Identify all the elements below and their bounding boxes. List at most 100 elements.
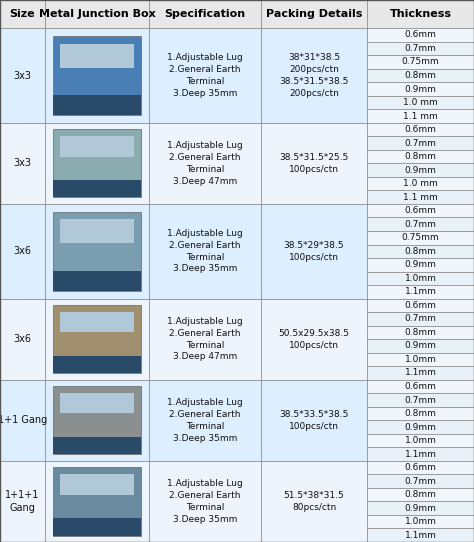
Bar: [54, 356, 141, 373]
Text: 3x6: 3x6: [14, 334, 31, 344]
Bar: [367, 177, 474, 190]
Text: Packing Details: Packing Details: [266, 9, 362, 19]
Bar: [60, 136, 134, 157]
Text: 0.8mm: 0.8mm: [405, 71, 437, 80]
Text: 50.5x29.5x38.5
100pcs/ctn: 50.5x29.5x38.5 100pcs/ctn: [279, 329, 349, 350]
Text: 0.8mm: 0.8mm: [405, 409, 437, 418]
Bar: [261, 28, 367, 123]
Bar: [367, 96, 474, 109]
Bar: [149, 0, 261, 28]
Bar: [0, 461, 45, 542]
Bar: [261, 0, 367, 28]
Bar: [367, 299, 474, 312]
Bar: [45, 28, 149, 123]
Text: 3x3: 3x3: [14, 158, 31, 169]
Text: 3x3: 3x3: [14, 70, 31, 81]
Text: 0.6mm: 0.6mm: [405, 30, 437, 40]
Bar: [367, 312, 474, 326]
Text: 1.0mm: 1.0mm: [405, 436, 437, 445]
Text: 0.8mm: 0.8mm: [405, 490, 437, 499]
Bar: [367, 217, 474, 231]
Bar: [60, 474, 134, 495]
Bar: [45, 299, 149, 380]
Bar: [367, 488, 474, 501]
Text: 1+1+1
Gang: 1+1+1 Gang: [5, 490, 40, 513]
Bar: [261, 299, 367, 380]
Bar: [367, 244, 474, 258]
Text: 0.6mm: 0.6mm: [405, 301, 437, 310]
Bar: [45, 380, 149, 461]
Bar: [367, 258, 474, 272]
Bar: [54, 467, 141, 535]
Bar: [367, 204, 474, 217]
Bar: [54, 437, 141, 454]
Bar: [367, 150, 474, 163]
Bar: [54, 130, 141, 197]
Text: Thickness: Thickness: [390, 9, 452, 19]
Bar: [54, 180, 141, 197]
Text: Metal Junction Box: Metal Junction Box: [39, 9, 155, 19]
Text: 0.7mm: 0.7mm: [405, 220, 437, 229]
Text: 1.0mm: 1.0mm: [405, 517, 437, 526]
Text: 0.8mm: 0.8mm: [405, 247, 437, 256]
Text: 51.5*38*31.5
80pcs/ctn: 51.5*38*31.5 80pcs/ctn: [283, 491, 345, 512]
Bar: [261, 123, 367, 204]
Text: 0.8mm: 0.8mm: [405, 152, 437, 161]
Text: 1+1 Gang: 1+1 Gang: [0, 415, 47, 425]
Bar: [367, 461, 474, 474]
Text: 1.Adjustable Lug
2.General Earth
Terminal
3.Deep 47mm: 1.Adjustable Lug 2.General Earth Termina…: [167, 317, 243, 362]
Bar: [367, 190, 474, 204]
Bar: [367, 0, 474, 28]
Text: 1.1mm: 1.1mm: [405, 450, 437, 459]
Text: 0.7mm: 0.7mm: [405, 139, 437, 147]
Bar: [367, 231, 474, 244]
Bar: [60, 44, 134, 68]
Bar: [54, 36, 141, 115]
Text: 1.Adjustable Lug
2.General Earth
Terminal
3.Deep 47mm: 1.Adjustable Lug 2.General Earth Termina…: [167, 141, 243, 185]
Text: Specification: Specification: [164, 9, 246, 19]
Text: 38*31*38.5
200pcs/ctn
38.5*31.5*38.5
200pcs/ctn: 38*31*38.5 200pcs/ctn 38.5*31.5*38.5 200…: [279, 53, 349, 98]
Bar: [367, 163, 474, 177]
Text: 0.8mm: 0.8mm: [405, 328, 437, 337]
Bar: [0, 204, 45, 299]
Bar: [367, 474, 474, 488]
Bar: [367, 69, 474, 82]
Bar: [60, 393, 134, 414]
Text: 0.6mm: 0.6mm: [405, 463, 437, 472]
Bar: [54, 305, 141, 373]
Bar: [60, 312, 134, 332]
Text: 1.0mm: 1.0mm: [405, 274, 437, 283]
Text: 0.9mm: 0.9mm: [405, 260, 437, 269]
Text: 0.7mm: 0.7mm: [405, 476, 437, 486]
Bar: [367, 109, 474, 123]
Bar: [0, 123, 45, 204]
Bar: [45, 0, 149, 28]
Text: 1.Adjustable Lug
2.General Earth
Terminal
3.Deep 35mm: 1.Adjustable Lug 2.General Earth Termina…: [167, 53, 243, 98]
Text: 1.1mm: 1.1mm: [405, 369, 437, 377]
Bar: [60, 220, 134, 243]
Bar: [45, 204, 149, 299]
Bar: [367, 123, 474, 137]
Bar: [45, 461, 149, 542]
Text: 0.9mm: 0.9mm: [405, 504, 437, 513]
Text: 0.9mm: 0.9mm: [405, 166, 437, 175]
Bar: [367, 528, 474, 542]
Bar: [367, 407, 474, 420]
Text: 38.5*33.5*38.5
100pcs/ctn: 38.5*33.5*38.5 100pcs/ctn: [279, 410, 349, 431]
Text: 0.7mm: 0.7mm: [405, 396, 437, 404]
Bar: [367, 137, 474, 150]
Bar: [0, 28, 45, 123]
Bar: [54, 211, 141, 291]
Bar: [149, 380, 261, 461]
Bar: [54, 271, 141, 291]
Bar: [149, 123, 261, 204]
Bar: [367, 515, 474, 528]
Bar: [367, 339, 474, 353]
Text: 0.9mm: 0.9mm: [405, 341, 437, 351]
Text: 0.7mm: 0.7mm: [405, 314, 437, 324]
Bar: [367, 28, 474, 42]
Bar: [367, 434, 474, 447]
Bar: [367, 42, 474, 55]
Text: 1.Adjustable Lug
2.General Earth
Terminal
3.Deep 35mm: 1.Adjustable Lug 2.General Earth Termina…: [167, 398, 243, 442]
Bar: [367, 447, 474, 461]
